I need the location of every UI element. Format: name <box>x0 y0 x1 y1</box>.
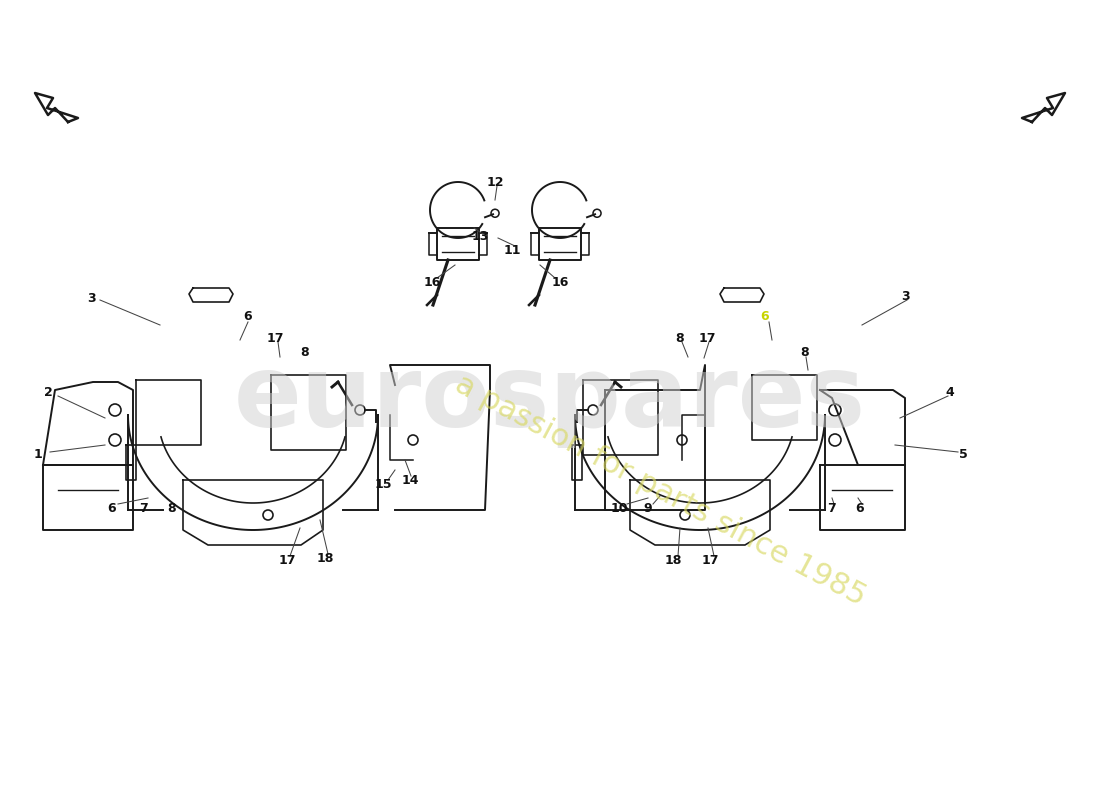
Text: 6: 6 <box>856 502 865 514</box>
Text: 17: 17 <box>278 554 296 566</box>
Text: 18: 18 <box>317 551 333 565</box>
Text: 12: 12 <box>486 175 504 189</box>
Text: 5: 5 <box>958 449 967 462</box>
Text: 14: 14 <box>402 474 419 486</box>
Text: 16: 16 <box>551 275 569 289</box>
Text: 8: 8 <box>801 346 810 358</box>
Text: 7: 7 <box>827 502 836 514</box>
Text: 2: 2 <box>44 386 53 399</box>
Text: 10: 10 <box>610 502 628 514</box>
Text: 7: 7 <box>139 502 147 514</box>
Text: 6: 6 <box>244 310 252 323</box>
Text: 8: 8 <box>300 346 309 358</box>
Text: 8: 8 <box>675 331 684 345</box>
Text: 15: 15 <box>374 478 392 490</box>
Text: 3: 3 <box>901 290 910 303</box>
Text: 17: 17 <box>702 554 718 566</box>
Text: 17: 17 <box>266 331 284 345</box>
Text: 1: 1 <box>34 449 43 462</box>
Text: 6: 6 <box>761 310 769 323</box>
Text: 11: 11 <box>504 243 520 257</box>
Text: 17: 17 <box>698 331 716 345</box>
Text: 16: 16 <box>424 275 441 289</box>
Text: 9: 9 <box>644 502 652 514</box>
Text: eurospares: eurospares <box>234 351 866 449</box>
Text: 18: 18 <box>664 554 682 566</box>
Text: 3: 3 <box>88 291 97 305</box>
Text: 8: 8 <box>167 502 176 514</box>
Text: 6: 6 <box>108 502 117 514</box>
Text: a passion for parts since 1985: a passion for parts since 1985 <box>450 369 870 611</box>
Text: 13: 13 <box>471 230 488 243</box>
Text: 4: 4 <box>946 386 955 399</box>
